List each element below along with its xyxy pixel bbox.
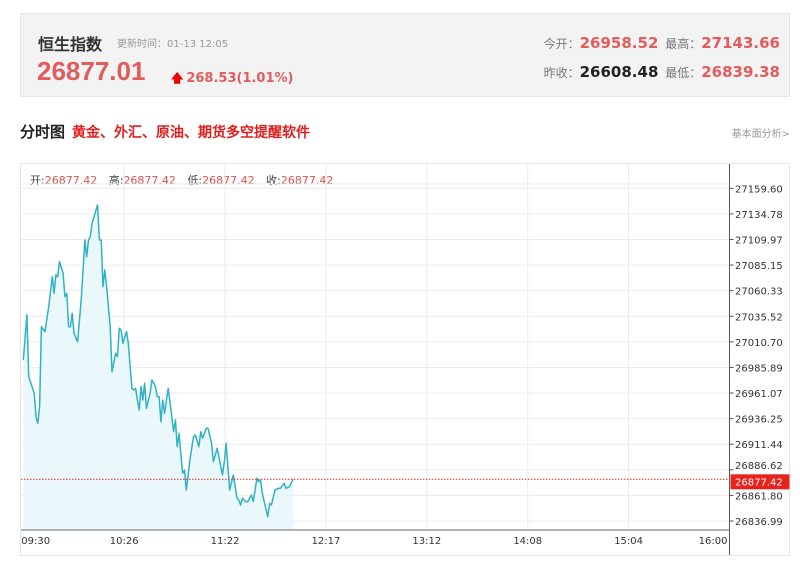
- index-title: 恒生指数: [38, 35, 103, 54]
- y-tick-label: 26836.99: [735, 517, 783, 528]
- x-tick-label: 11:22: [211, 536, 240, 547]
- x-tick-label: 10:26: [110, 536, 139, 547]
- quote-header: 恒生指数 更新时间：01-13 12:05 26877.01 🡅 268.53(1…: [20, 13, 790, 97]
- high-value: 27143.66: [701, 34, 780, 52]
- current-price-label: 26877.42: [735, 477, 783, 488]
- open-label: 今开：: [543, 37, 580, 51]
- current-price: 26877.01: [37, 56, 146, 86]
- y-tick-label: 26961.07: [735, 389, 783, 400]
- low-label: 最低：: [665, 66, 702, 80]
- x-tick-label: 16:00: [699, 536, 728, 547]
- arrow-up-icon: 🡅: [171, 71, 184, 85]
- current-price-tag: [730, 474, 790, 490]
- chart-frame: [20, 163, 790, 556]
- open-value: 26958.52: [579, 34, 659, 52]
- promo-link[interactable]: 黄金、外汇、原油、期货多空提醒软件: [72, 125, 310, 141]
- x-tick-label: 12:17: [312, 536, 341, 547]
- y-tick-label: 27109.97: [735, 235, 783, 246]
- section-title: 分时图: [20, 123, 66, 141]
- fundamental-analysis-link[interactable]: 基本面分析>: [731, 129, 790, 140]
- open-high-row: 今开：26958.52 最高：27143.66: [544, 34, 783, 52]
- y-tick-label: 26886.62: [735, 461, 783, 472]
- x-tick-label: 09:30: [21, 536, 50, 547]
- price-line: [22, 204, 294, 518]
- low-value: 26839.38: [701, 63, 780, 81]
- y-tick-label: 27035.52: [735, 312, 783, 323]
- x-tick-label: 14:08: [513, 536, 542, 547]
- y-tick-label: 27085.15: [735, 261, 783, 272]
- y-tick-label: 26911.44: [735, 440, 783, 451]
- y-tick-label: 26985.89: [735, 363, 783, 374]
- x-tick-label: 13:12: [412, 536, 441, 547]
- prev-close-value: 26608.48: [579, 63, 659, 81]
- y-tick-label: 27134.78: [735, 210, 783, 221]
- y-tick-label: 26861.80: [735, 491, 783, 502]
- prev-close-label: 昨收：: [543, 66, 580, 80]
- y-tick-label: 27159.60: [735, 184, 783, 195]
- y-tick-label: 27010.70: [735, 338, 783, 349]
- update-time: 更新时间：01-13 12:05: [117, 39, 229, 50]
- change-value: 268.53(1.01%): [186, 71, 294, 86]
- high-label: 最高：: [665, 37, 702, 51]
- price-change: 🡅 268.53(1.01%): [171, 69, 294, 90]
- y-tick-label: 26936.25: [735, 415, 783, 426]
- y-tick-label: 27060.33: [735, 287, 783, 298]
- prevclose-low-row: 昨收：26608.48 最低：26839.38: [544, 63, 783, 81]
- x-tick-label: 15:04: [614, 536, 643, 547]
